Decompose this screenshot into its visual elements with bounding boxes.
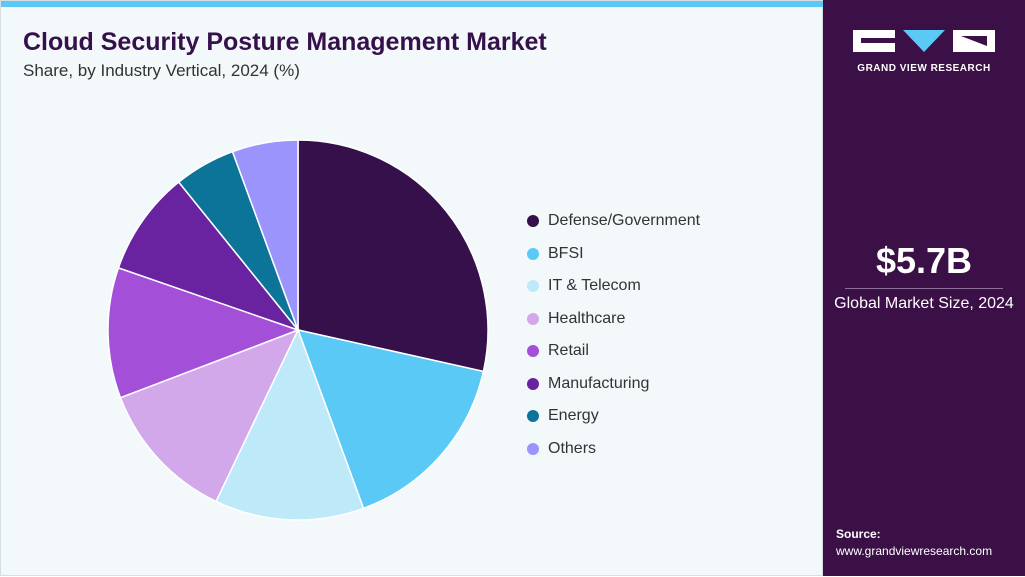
legend-dot-icon [527,215,539,228]
legend-item: IT & Telecom [527,270,700,303]
legend-dot-icon [527,442,539,455]
gvr-logo: GRAND VIEW RESEARCH [853,28,995,74]
legend-dot-icon [527,410,539,423]
legend-label: Retail [548,342,589,360]
legend-item: BFSI [527,238,700,271]
accent-bar [1,1,824,7]
pie-slice-others [231,139,299,331]
side-panel: GRAND VIEW RESEARCH $5.7B Global Market … [823,0,1025,576]
market-size-caption: Global Market Size, 2024 [834,295,1014,312]
legend-dot-icon [527,280,539,293]
pie-slice-retail [107,266,301,399]
pie-slice-bfsi [296,328,485,510]
legend-label: Others [548,439,597,457]
source-url: www.grandviewresearch.com [836,544,993,558]
legend-label: Manufacturing [548,374,650,392]
chart-title: Cloud Security Posture Management Market [23,28,547,56]
market-size: $5.7B [875,240,973,281]
legend-dot-icon [527,312,539,325]
legend-item: Healthcare [527,303,700,336]
legend-dot-icon [527,345,539,358]
legend-label: Energy [548,407,599,425]
legend-item: Energy [527,400,700,433]
legend-dot-icon [527,247,539,260]
chart-panel: Cloud Security Posture Management Market… [0,0,824,576]
legend-item: Defense/Government [527,205,700,238]
legend: Defense/Government BFSI IT & Telecom Health… [527,205,700,465]
source: Source: www.grandviewresearch.com [836,526,992,560]
divider [845,288,1003,289]
legend-label: Healthcare [548,309,626,327]
pie-slice-it-telecom [215,328,365,521]
source-label: Source: [836,527,881,541]
chart-subtitle: Share, by Industry Vertical, 2024 (%) [23,61,300,80]
pie-slice-manufacturing [117,181,301,332]
logo-mark-icon [853,30,995,52]
legend-label: IT & Telecom [548,277,641,295]
pie-slice-healthcare [119,328,300,503]
legend-dot-icon [527,377,539,390]
legend-item: Others [527,433,700,466]
legend-item: Manufacturing [527,368,700,401]
legend-label: Defense/Government [548,212,701,230]
legend-label: BFSI [548,244,584,262]
logo-text: GRAND VIEW RESEARCH [857,63,991,74]
pie-slice-defense-government [297,139,489,373]
pie-chart [107,139,489,521]
legend-item: Retail [527,335,700,368]
